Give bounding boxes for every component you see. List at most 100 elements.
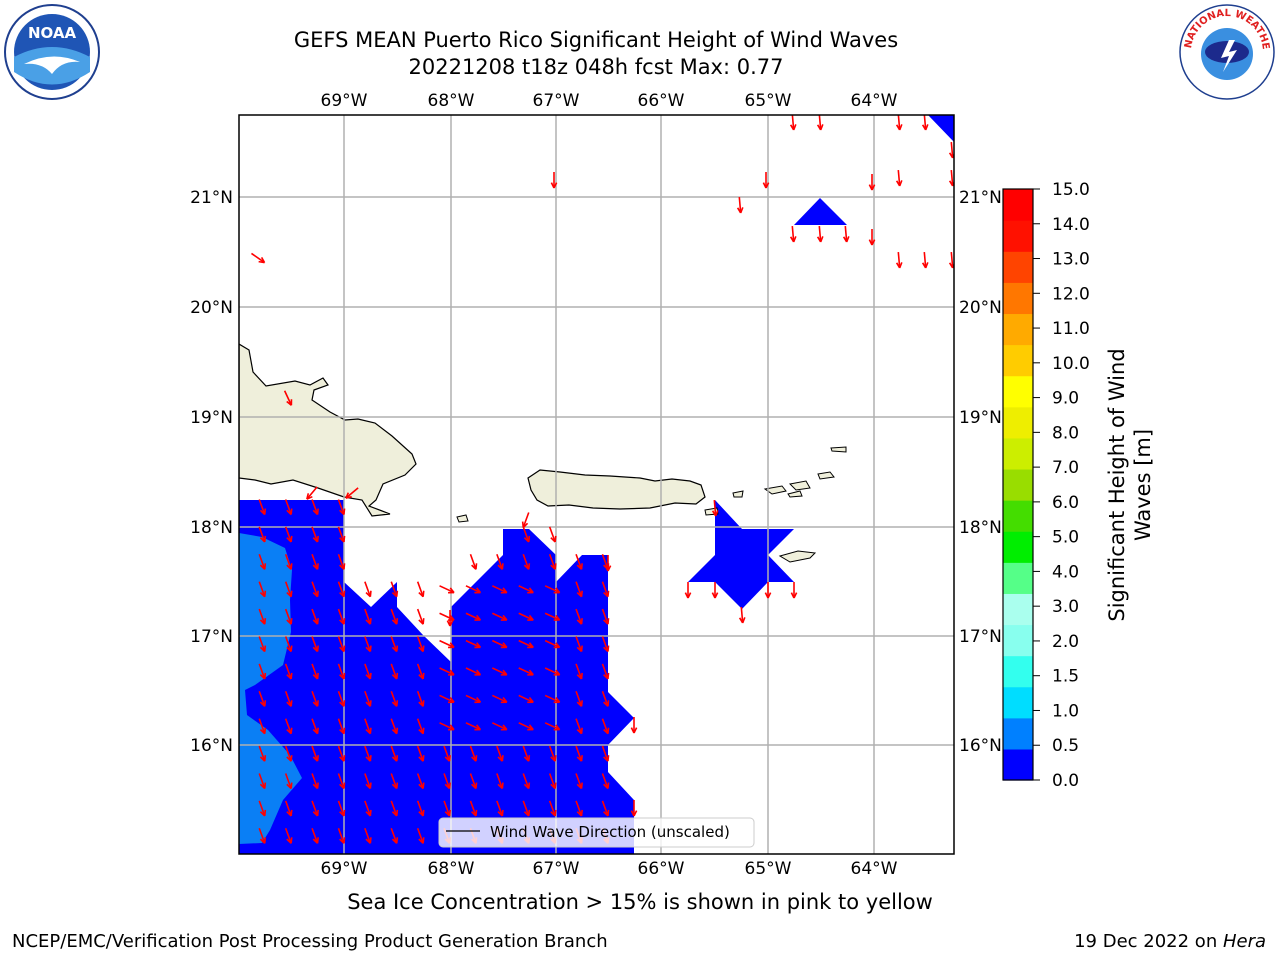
arrow-head bbox=[316, 809, 319, 816]
arrow-head bbox=[580, 563, 583, 570]
arrow-head bbox=[528, 642, 534, 648]
arrow-head bbox=[263, 535, 267, 542]
arrow-head bbox=[528, 697, 534, 703]
noaa-logo: NOAA bbox=[4, 4, 100, 100]
arrow-head bbox=[263, 672, 267, 679]
arrow-head bbox=[502, 587, 508, 594]
wave-direction-arrow bbox=[364, 773, 372, 789]
arrow-head bbox=[260, 256, 266, 263]
lat-label-right: 17°N bbox=[959, 627, 1002, 647]
wave-direction-arrow bbox=[465, 694, 481, 703]
wave-direction-arrow bbox=[306, 486, 318, 500]
arrow-head bbox=[290, 727, 293, 734]
colorbar-swatch bbox=[1003, 686, 1033, 719]
arrow-head bbox=[316, 672, 319, 679]
wave-direction-arrow bbox=[548, 526, 556, 543]
wave-direction-arrow bbox=[284, 691, 292, 707]
arrow-head bbox=[448, 755, 451, 762]
wave-direction-arrow bbox=[258, 608, 266, 625]
arrow-head bbox=[369, 809, 372, 816]
arrow-head bbox=[316, 618, 319, 625]
wave-direction-arrow bbox=[364, 828, 372, 844]
wave-direction-arrow bbox=[601, 608, 609, 625]
map-frame bbox=[238, 114, 955, 855]
colorbar-tick-label: 5.0 bbox=[1052, 528, 1079, 548]
arrow-head bbox=[714, 592, 719, 599]
arrow-head bbox=[580, 755, 583, 762]
wave-direction-arrow bbox=[469, 554, 477, 570]
arrow-head bbox=[345, 495, 352, 499]
arrow-head bbox=[845, 236, 850, 243]
colorbar-tick-label: 15.0 bbox=[1052, 180, 1090, 200]
arrow-head bbox=[898, 124, 903, 131]
arrow-head bbox=[476, 614, 482, 621]
wave-direction-arrow bbox=[416, 636, 424, 652]
lat-label-right: 19°N bbox=[959, 408, 1002, 428]
arrow-head bbox=[395, 590, 399, 597]
wave-direction-arrow bbox=[575, 745, 583, 762]
arrow-head bbox=[395, 809, 399, 816]
sea-ice-note: Sea Ice Concentration > 15% is shown in … bbox=[347, 890, 933, 914]
wave-direction-arrow bbox=[950, 169, 954, 187]
wave-direction-arrow bbox=[492, 585, 508, 594]
arrow-head bbox=[475, 809, 478, 816]
noaa-logo-text: NOAA bbox=[28, 24, 77, 42]
arrow-head bbox=[369, 645, 372, 652]
wave-direction-arrow bbox=[897, 251, 901, 269]
arrow-head bbox=[395, 837, 399, 844]
arrow-head bbox=[449, 642, 455, 648]
wave-direction-arrow bbox=[284, 828, 292, 844]
arrow-head bbox=[580, 672, 583, 679]
wave-direction-arrow bbox=[601, 663, 609, 680]
arrow-head bbox=[554, 535, 557, 542]
arrow-head bbox=[528, 587, 534, 594]
wave-direction-arrow bbox=[258, 828, 266, 844]
wave-direction-arrow bbox=[258, 636, 266, 652]
wave-direction-arrow bbox=[311, 800, 319, 817]
arrow-head bbox=[475, 782, 478, 789]
wave-direction-arrow bbox=[258, 581, 266, 597]
lat-gridlines bbox=[239, 196, 954, 746]
arrow-head bbox=[343, 755, 346, 762]
arrow-head bbox=[555, 587, 561, 594]
wave-direction-arrow bbox=[337, 554, 345, 570]
arrow-head bbox=[316, 645, 319, 652]
arrow-head bbox=[527, 535, 531, 542]
colorbar-tick-label: 0.5 bbox=[1052, 736, 1079, 756]
colorbar-frame bbox=[1002, 188, 1034, 781]
arrow-head bbox=[343, 563, 346, 570]
wave-direction-arrow bbox=[311, 745, 319, 762]
arrow-head bbox=[316, 508, 319, 515]
arrow-head bbox=[449, 620, 454, 627]
arrow-head bbox=[501, 782, 504, 789]
arrow-head bbox=[502, 614, 508, 621]
arrow-head bbox=[290, 837, 293, 844]
arrow-head bbox=[819, 124, 824, 131]
arrow-head bbox=[527, 809, 531, 816]
colorbar-swatch bbox=[1003, 344, 1033, 377]
wave-direction-arrow bbox=[818, 115, 822, 131]
arrow-head bbox=[871, 184, 876, 191]
wave-direction-arrow bbox=[416, 828, 424, 844]
wave-direction-arrow bbox=[492, 612, 508, 621]
footer-branch: NCEP/EMC/Verification Post Processing Pr… bbox=[12, 931, 608, 952]
arrow-head bbox=[502, 697, 508, 703]
arrow-head bbox=[343, 782, 346, 789]
wave-direction-arrow bbox=[496, 800, 504, 817]
wave-direction-arrow bbox=[492, 722, 508, 731]
wave-direction-arrow bbox=[439, 639, 455, 649]
arrow-head bbox=[898, 262, 903, 269]
wave-direction-arrow bbox=[518, 694, 534, 703]
colorbar-label-line2: Waves [m] bbox=[1131, 429, 1155, 541]
wave-direction-arrow bbox=[416, 745, 424, 762]
arrow-head bbox=[476, 697, 482, 703]
nws-logo: NATIONAL WEATHER SERVICE bbox=[1177, 2, 1275, 100]
arrow-head bbox=[369, 590, 372, 597]
wave-direction-arrow bbox=[337, 581, 345, 597]
arrow-head bbox=[607, 782, 610, 789]
arrow-head bbox=[819, 236, 824, 243]
wave-direction-arrow bbox=[950, 251, 954, 269]
wave-direction-arrow bbox=[364, 636, 372, 652]
wave-direction-arrow bbox=[284, 499, 292, 515]
arrow-head bbox=[502, 642, 508, 648]
